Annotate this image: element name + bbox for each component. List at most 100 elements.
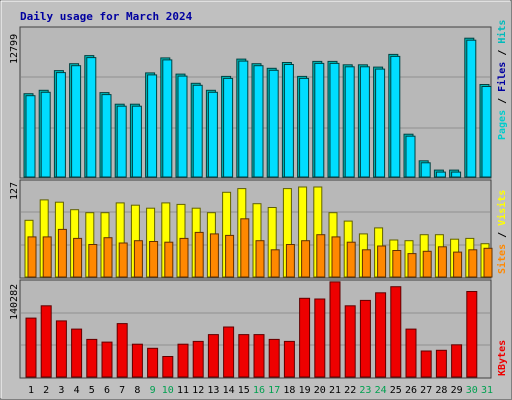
- files-bar: [25, 95, 36, 178]
- kbytes-bar: [238, 334, 250, 378]
- sites-bar: [149, 241, 159, 278]
- sites-bar: [240, 218, 250, 278]
- kbytes-bar: [71, 328, 83, 378]
- x-tick-label: 22: [344, 385, 356, 396]
- files-bar: [283, 64, 294, 178]
- x-tick-label: 27: [420, 385, 432, 396]
- x-tick-label: 10: [162, 385, 174, 396]
- kbytes-bar: [420, 350, 432, 378]
- sites-bar: [468, 249, 478, 278]
- kbytes-bar: [55, 320, 67, 378]
- x-tick-labels: 1 2 3 4 5 6 7 8 9 10 11 12 13 14 15 16 17 18 19 20 21 22 23 24 2…: [28, 385, 493, 396]
- x-tick-label: 29: [451, 385, 463, 396]
- kbytes-bar: [375, 292, 387, 378]
- x-tick-label: 14: [223, 385, 235, 396]
- sites-bar: [225, 234, 235, 278]
- sites-bar: [316, 234, 326, 278]
- kbytes-bar: [359, 299, 371, 378]
- bottom-legend: KBytes: [497, 340, 508, 376]
- sites-bar: [164, 241, 174, 278]
- files-bar: [299, 77, 310, 178]
- kbytes-bar: [435, 349, 447, 378]
- bottom-ymax-label: 140282: [9, 284, 20, 320]
- x-tick-label: 8: [134, 385, 140, 396]
- x-tick-label: 25: [390, 385, 402, 396]
- x-tick-label: 17: [268, 385, 280, 396]
- x-tick-label: 3: [58, 385, 64, 396]
- legend-files: Files: [496, 62, 508, 92]
- kbytes-bar: [451, 344, 463, 378]
- files-bar: [192, 84, 203, 178]
- kbytes-bar: [40, 305, 52, 378]
- middle-ymax-label: 127: [9, 182, 20, 200]
- legend-sep-1: /: [497, 92, 508, 104]
- files-bar: [253, 65, 264, 178]
- kbytes-bar: [268, 338, 280, 378]
- sites-bar: [346, 241, 356, 278]
- x-tick-label: 31: [481, 385, 493, 396]
- middle-legend: Sites / Visits: [496, 190, 508, 274]
- files-bar: [71, 65, 82, 178]
- kbytes-bar: [25, 317, 37, 378]
- sites-bar: [73, 237, 83, 278]
- x-tick-label: 20: [314, 385, 326, 396]
- bars-group: [23, 37, 493, 378]
- kbytes-bar: [390, 286, 402, 378]
- files-bar: [435, 171, 446, 178]
- kbytes-bar: [314, 298, 326, 378]
- sites-bar: [422, 250, 432, 278]
- x-tick-label: 18: [283, 385, 295, 396]
- sites-bar: [103, 237, 113, 278]
- kbytes-bar: [207, 334, 219, 378]
- x-tick-label: 16: [253, 385, 265, 396]
- files-bar: [223, 77, 234, 178]
- sites-bar: [270, 249, 280, 278]
- legend-hits: Hits: [496, 20, 508, 44]
- kbytes-bar: [101, 341, 113, 378]
- x-tick-label: 1: [28, 385, 34, 396]
- x-tick-label: 19: [299, 385, 311, 396]
- top-ymax-label: 12799: [9, 34, 20, 64]
- files-bar: [481, 86, 492, 178]
- kbytes-bar: [86, 338, 98, 378]
- kbytes-bar: [162, 356, 174, 378]
- kbytes-bar: [223, 326, 235, 378]
- sites-bar: [57, 228, 67, 278]
- files-bar: [177, 75, 188, 178]
- sites-bar: [331, 236, 341, 278]
- x-tick-label: 2: [43, 385, 49, 396]
- files-bar: [390, 55, 401, 178]
- files-bar: [359, 66, 370, 178]
- top-legend: Pages / Files / Hits: [496, 20, 508, 140]
- files-bar: [207, 91, 218, 178]
- legend-sites: Sites: [496, 244, 508, 274]
- files-bar: [86, 57, 97, 178]
- files-bar: [268, 69, 279, 178]
- x-tick-label: 13: [207, 385, 219, 396]
- sites-bar: [453, 251, 463, 278]
- x-tick-label: 21: [329, 385, 341, 396]
- kbytes-bar: [147, 347, 159, 378]
- files-bar: [451, 171, 462, 178]
- sites-bar: [118, 242, 128, 278]
- files-bar: [162, 59, 173, 178]
- files-bar: [238, 60, 249, 178]
- x-tick-label: 4: [74, 385, 80, 396]
- sites-bar: [133, 240, 143, 278]
- files-bar: [40, 91, 51, 178]
- files-bar: [375, 68, 386, 178]
- x-tick-label: 9: [150, 385, 156, 396]
- sites-bar: [27, 236, 37, 278]
- sites-bar: [301, 240, 311, 278]
- kbytes-bar: [177, 343, 189, 378]
- sites-bar: [42, 236, 52, 278]
- sites-bar: [407, 253, 417, 278]
- files-bar: [466, 39, 477, 178]
- legend-sep-3: /: [497, 226, 508, 238]
- x-tick-label: 12: [192, 385, 204, 396]
- legend-sep-2: /: [497, 44, 508, 56]
- files-bar: [344, 66, 355, 178]
- kbytes-bar: [283, 340, 295, 378]
- sites-bar: [437, 246, 447, 278]
